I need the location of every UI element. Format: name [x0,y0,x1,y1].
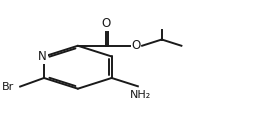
Text: Br: Br [2,82,14,92]
Text: O: O [101,17,110,30]
Text: N: N [38,50,47,63]
Text: O: O [132,39,141,52]
Text: NH₂: NH₂ [130,90,151,100]
